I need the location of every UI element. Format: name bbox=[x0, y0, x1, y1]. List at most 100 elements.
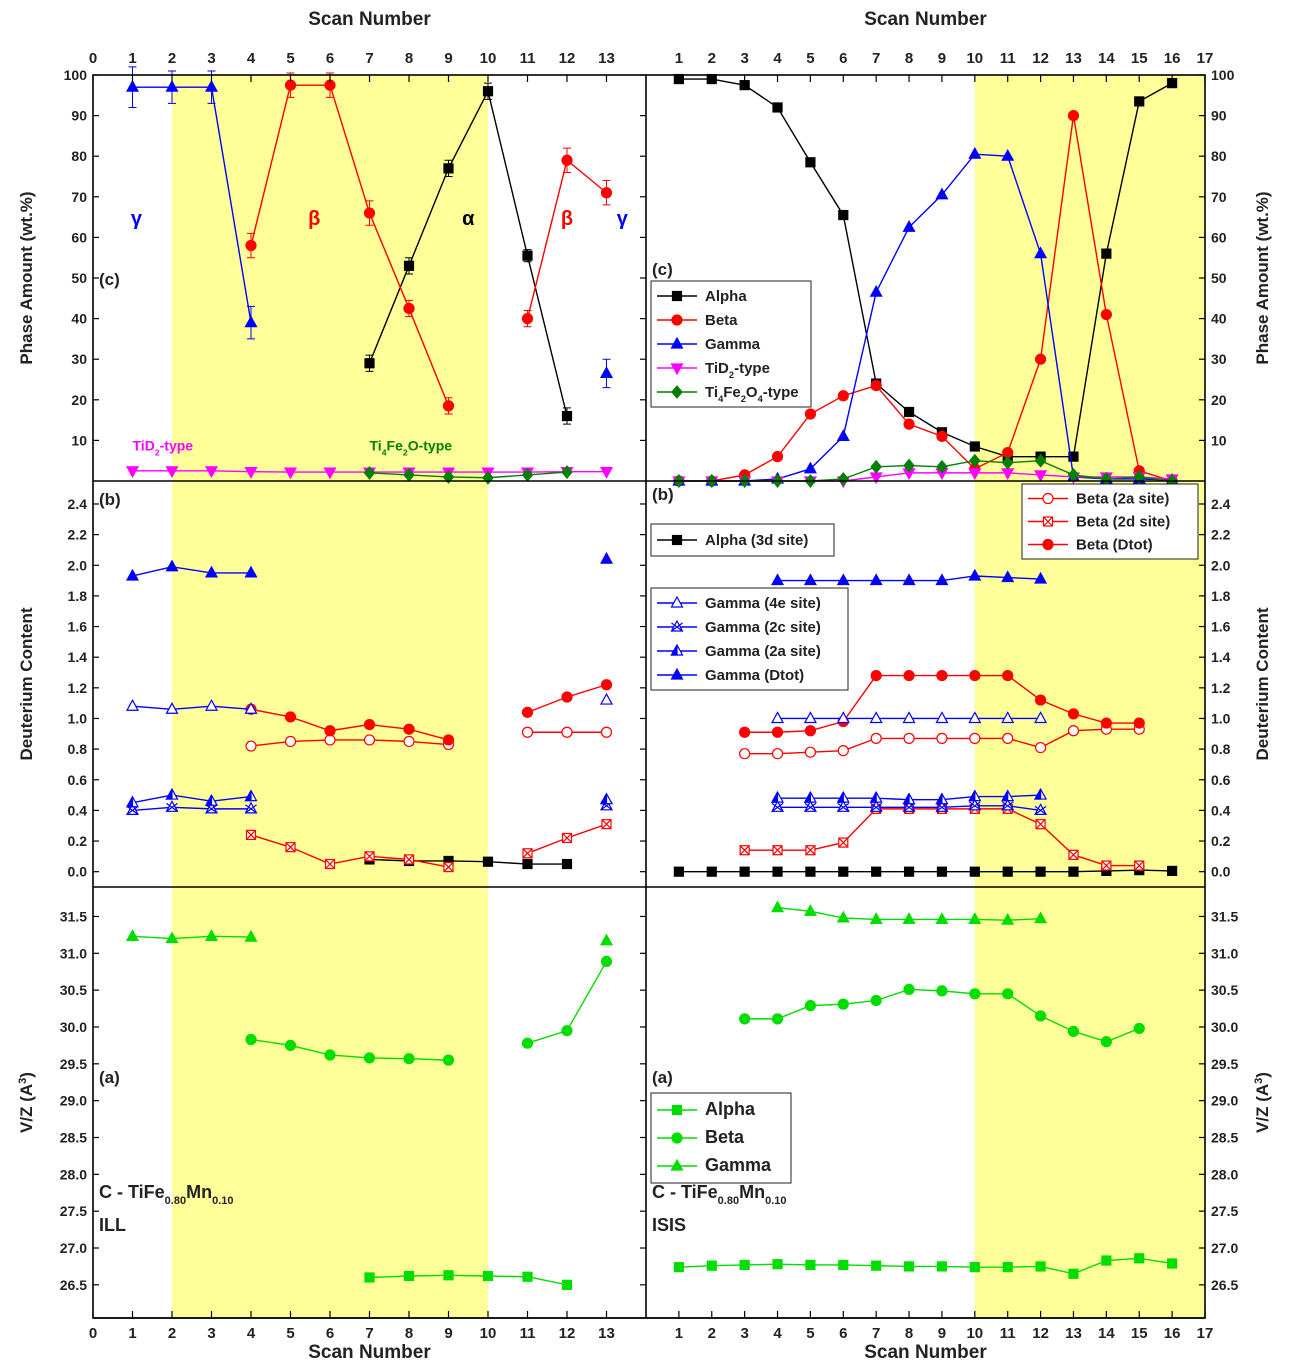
marker-cross bbox=[443, 862, 454, 873]
data-point bbox=[522, 1271, 533, 1282]
marker-cross bbox=[772, 845, 783, 856]
data-point bbox=[443, 861, 454, 873]
marker-half bbox=[935, 793, 943, 805]
data-point bbox=[403, 1270, 415, 1282]
marker-cross bbox=[404, 854, 414, 865]
y-tick-label: 70 bbox=[71, 189, 87, 205]
series-line bbox=[132, 705, 252, 710]
panel-b: Deuterium Content bbox=[646, 503, 1272, 888]
data-point bbox=[1100, 308, 1112, 321]
x-tick-label-top: 5 bbox=[806, 50, 814, 67]
y-tick-label: 40 bbox=[1211, 311, 1227, 327]
data-point bbox=[771, 900, 785, 913]
data-point bbox=[805, 157, 816, 168]
legend-marker bbox=[671, 1132, 683, 1144]
series-gamma-2c-site- bbox=[771, 798, 1048, 815]
y-tick-label: 0.8 bbox=[1211, 741, 1231, 757]
legend-marker bbox=[1042, 538, 1054, 551]
legend-label: Alpha bbox=[705, 1099, 756, 1119]
x-axis-label-bottom: Scan Number bbox=[864, 1342, 987, 1363]
series-line bbox=[132, 806, 251, 812]
data-point bbox=[600, 187, 613, 199]
x-tick-label-bottom: 8 bbox=[905, 1325, 913, 1342]
data-point bbox=[935, 792, 949, 805]
data-point bbox=[936, 430, 948, 442]
panel-label: (a) bbox=[652, 1068, 673, 1087]
x-tick-label-top: 9 bbox=[444, 50, 452, 67]
legend-marker bbox=[670, 1158, 684, 1171]
legend-marker bbox=[670, 643, 684, 656]
data-point bbox=[244, 789, 258, 802]
marker-cross bbox=[771, 802, 784, 812]
data-point bbox=[1100, 1036, 1112, 1048]
data-point bbox=[403, 723, 415, 735]
data-point bbox=[403, 302, 415, 315]
x-tick-label-top: 11 bbox=[520, 50, 536, 67]
data-point bbox=[1034, 911, 1048, 924]
y-axis-label: V/Z (A3) bbox=[17, 1072, 36, 1133]
data-point bbox=[968, 568, 982, 581]
data-point bbox=[804, 1000, 817, 1012]
data-point bbox=[968, 789, 982, 802]
data-point bbox=[1002, 988, 1014, 1000]
data-point bbox=[805, 845, 816, 856]
series-line bbox=[678, 115, 1173, 482]
data-point bbox=[125, 929, 140, 941]
data-point bbox=[599, 366, 614, 379]
data-point bbox=[125, 466, 140, 479]
legend-label: Gamma (4e site) bbox=[705, 595, 821, 612]
panel-label: (b) bbox=[652, 485, 674, 504]
data-point bbox=[836, 429, 850, 441]
marker-cross bbox=[1034, 805, 1047, 815]
data-point bbox=[1134, 96, 1145, 107]
data-point bbox=[284, 711, 297, 723]
data-point bbox=[1002, 866, 1013, 877]
data-point bbox=[561, 1279, 573, 1290]
marker-cross bbox=[804, 802, 817, 812]
data-point bbox=[803, 461, 817, 474]
marker-half bbox=[125, 796, 134, 808]
panel-label: (a) bbox=[99, 1068, 120, 1087]
data-point bbox=[204, 698, 219, 711]
series-beta-2d-site- bbox=[245, 819, 612, 873]
marker-cross bbox=[870, 802, 883, 812]
phase-annotation: γ bbox=[617, 208, 629, 230]
x-tick-label-top: 7 bbox=[872, 50, 880, 67]
data-point bbox=[204, 929, 219, 941]
y-tick-label: 31.5 bbox=[60, 908, 87, 924]
data-point bbox=[772, 102, 783, 113]
series-line bbox=[250, 84, 450, 407]
series-line bbox=[526, 159, 607, 319]
y-tick-label: 2.2 bbox=[1211, 527, 1231, 543]
y-tick-label: 50 bbox=[71, 270, 87, 286]
legend-box bbox=[650, 587, 849, 691]
data-point bbox=[902, 912, 916, 925]
data-point bbox=[869, 573, 883, 586]
data-point bbox=[363, 207, 376, 219]
x-tick-label-bottom: 10 bbox=[966, 1325, 983, 1342]
y-tick-label: 29.0 bbox=[60, 1093, 87, 1109]
marker-cross bbox=[1035, 819, 1046, 830]
y-tick-label: 1.0 bbox=[1211, 710, 1231, 726]
data-point bbox=[244, 467, 258, 479]
y-tick-label: 30.5 bbox=[1211, 982, 1238, 998]
marker-cross bbox=[739, 845, 750, 856]
data-point bbox=[600, 679, 613, 691]
legend-label: Gamma (Dtot) bbox=[705, 667, 804, 684]
x-tick-label-bottom: 9 bbox=[444, 1325, 452, 1342]
legend-alpha: Alpha (3d site) bbox=[650, 523, 835, 557]
data-point bbox=[869, 790, 883, 803]
data-point bbox=[869, 284, 883, 297]
data-point bbox=[771, 711, 785, 724]
data-point bbox=[772, 1259, 783, 1270]
data-point bbox=[165, 559, 179, 572]
data-point bbox=[837, 998, 849, 1010]
data-point bbox=[804, 725, 817, 737]
marker-half bbox=[1001, 790, 1009, 802]
y-tick-label: 2.2 bbox=[68, 527, 88, 543]
series-line bbox=[132, 935, 252, 940]
y-tick-label: 0.4 bbox=[68, 802, 88, 818]
data-point bbox=[706, 1260, 717, 1271]
series-line bbox=[250, 834, 449, 868]
data-point bbox=[935, 573, 949, 586]
